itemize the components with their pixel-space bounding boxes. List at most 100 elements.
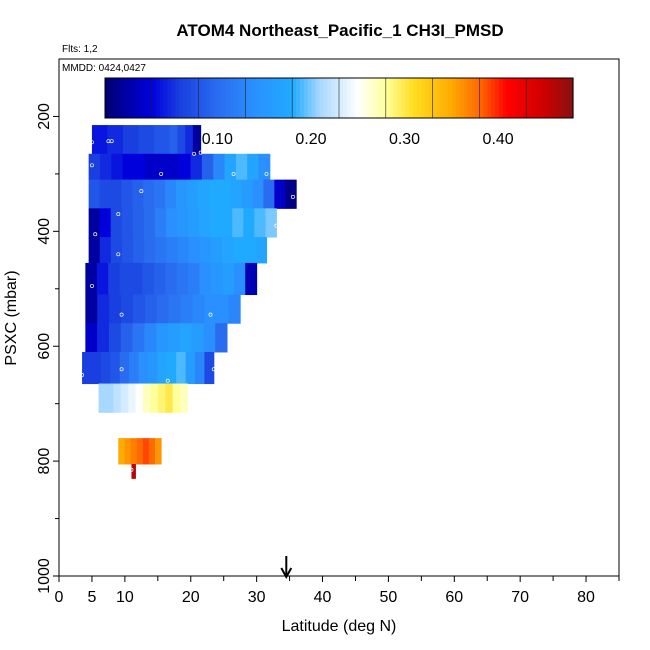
heatmap-cell: [128, 383, 137, 413]
x-tick-label: 70: [511, 589, 529, 606]
x-tick-label: 20: [182, 589, 200, 606]
heatmap-cell: [254, 208, 266, 238]
colorbar-segment: [179, 78, 184, 118]
colorbar-segment: [327, 78, 332, 118]
colorbar-segment: [112, 78, 118, 118]
x-axis: 0 5 10 20 30 40 50 60 70 80: [55, 576, 620, 606]
colorbar-segment: [456, 78, 461, 118]
colorbar-segment: [483, 78, 488, 118]
colorbar-segment: [190, 78, 196, 118]
colorbar-segment: [424, 78, 430, 118]
sample-point: [159, 171, 164, 176]
heatmap-cell: [221, 208, 233, 238]
colorbar-segment: [417, 78, 422, 118]
heatmap-cell: [176, 262, 189, 296]
x-tick-label: 60: [445, 589, 463, 606]
sample-point: [89, 283, 94, 288]
colorbar-segment: [463, 78, 469, 118]
colorbar-segment: [315, 78, 321, 118]
heatmap-cell: [210, 237, 223, 264]
heatmap-cell: [142, 262, 155, 296]
heatmap-cell: [99, 237, 112, 264]
colorbar-segment: [389, 78, 395, 118]
dates-label: MMDD: 0424,0427: [62, 63, 146, 74]
colorbar-segment: [159, 78, 165, 118]
colorbar-segment: [354, 78, 360, 118]
colorbar-segment: [272, 78, 278, 118]
heatmap-cell: [85, 294, 98, 324]
heatmap-cell: [97, 323, 110, 353]
heatmap-cell: [120, 383, 129, 413]
sample-point: [116, 212, 121, 217]
heatmap-cell: [180, 294, 194, 324]
heatmap-cell: [110, 179, 122, 209]
colorbar-segment: [385, 78, 391, 118]
heatmap-cell: [121, 208, 134, 238]
heatmap-cell: [165, 262, 178, 296]
heatmap-cell: [132, 323, 145, 353]
colorbar-segment: [296, 78, 301, 118]
colorbar-segment: [198, 78, 204, 118]
colorbar-segment: [186, 78, 192, 118]
colorbar-tick-label: 0.20: [295, 131, 326, 148]
sample-point: [119, 367, 124, 372]
heatmap-cell: [129, 351, 140, 385]
heatmap-cell: [147, 351, 158, 385]
heatmap-cell: [130, 125, 140, 155]
colorbar-segment: [436, 78, 441, 118]
heatmap-cell: [122, 237, 134, 264]
sample-point: [80, 372, 85, 377]
heatmap-cell: [135, 383, 144, 413]
colorbar-segment: [210, 78, 215, 118]
heatmap-cell: [192, 125, 202, 155]
heatmap-cell: [165, 208, 178, 238]
heatmap-cell: [224, 153, 237, 181]
heatmap-cell: [188, 208, 200, 238]
heatmap-cell: [138, 125, 147, 155]
sample-point: [119, 312, 124, 317]
colorbar-segment: [514, 78, 519, 118]
heatmap-cell: [230, 179, 243, 209]
colorbar-segment: [241, 78, 246, 118]
colorbar-segment: [393, 78, 399, 118]
colorbar-segment: [237, 78, 243, 118]
heatmap-cell: [132, 179, 144, 209]
x-tick-label: 5: [87, 589, 96, 606]
heatmap-cell: [85, 323, 98, 353]
heatmap-cell: [119, 351, 130, 385]
sample-point: [231, 171, 236, 176]
colorbar-segment: [537, 78, 543, 118]
heatmap-cell: [153, 262, 166, 296]
heatmap-cell: [119, 262, 132, 296]
colorbar-segment: [108, 78, 114, 118]
heatmap-cell: [179, 153, 192, 181]
colorbar-segment: [510, 78, 516, 118]
heatmap-cell: [142, 438, 150, 465]
colorbar-segment: [350, 78, 356, 118]
colorbar-segment: [405, 78, 410, 118]
heatmap-cell: [85, 262, 98, 296]
heatmap-cell: [172, 383, 181, 413]
heatmap-cell: [222, 237, 234, 264]
colorbar-segment: [397, 78, 402, 118]
colorbar-segment: [370, 78, 375, 118]
heatmap-cell: [132, 294, 146, 324]
heatmap-cell: [88, 237, 101, 264]
heatmap-cell: [245, 262, 258, 296]
heatmap-cell: [177, 125, 186, 155]
y-tick-label: 200: [36, 103, 53, 130]
heatmap-cell: [197, 179, 210, 209]
colorbar-segment: [300, 78, 305, 118]
heatmap-cell: [131, 463, 136, 479]
colorbar-segment: [506, 78, 512, 118]
heatmap-cell: [154, 125, 163, 155]
colorbar-segment: [257, 78, 262, 118]
heatmap-cell: [143, 179, 155, 209]
sample-point: [198, 150, 203, 155]
colorbar-segment: [280, 78, 285, 118]
colorbar-segment: [222, 78, 227, 118]
y-tick-label: 800: [36, 448, 53, 475]
colorbar-segment: [459, 78, 465, 118]
heatmap-cell: [165, 383, 174, 413]
chart-title: ATOM4 Northeast_Pacific_1 CH3I_PMSD: [176, 21, 503, 40]
